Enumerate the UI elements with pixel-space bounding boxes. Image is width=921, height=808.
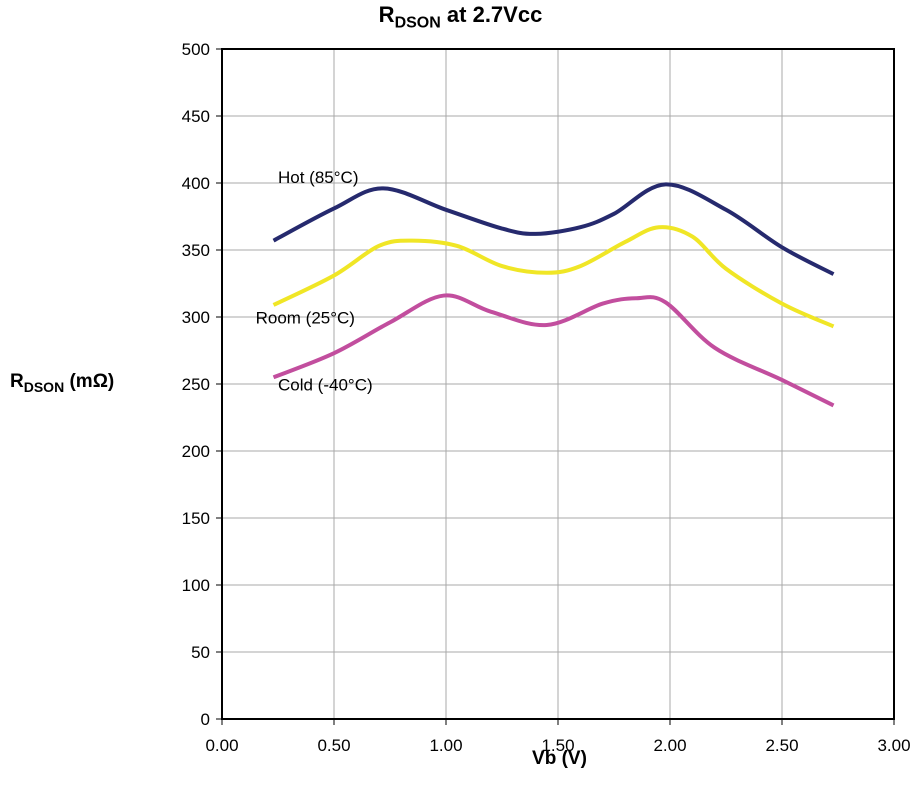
- series-label: Hot (85°C): [278, 168, 358, 187]
- y-tick-label: 250: [182, 375, 210, 394]
- y-tick-label: 300: [182, 308, 210, 327]
- series-line: [272, 182, 835, 276]
- y-axis-label: RDSON (mΩ): [10, 371, 115, 395]
- x-tick-label: 3.00: [877, 736, 910, 755]
- chart-title: RDSON at 2.7Vcc: [378, 2, 543, 32]
- series-label: Cold (-40°C): [278, 376, 373, 395]
- x-tick-label: 2.50: [765, 736, 798, 755]
- x-tick-label: 1.00: [429, 736, 462, 755]
- x-tick-label: 0.50: [317, 736, 350, 755]
- series-line: [272, 293, 835, 408]
- series-labels: Hot (85°C) Room (25°C) Cold (-40°C): [256, 168, 373, 395]
- x-tick-label: 1.50: [541, 736, 574, 755]
- series-label: Room (25°C): [256, 309, 355, 328]
- y-tick-label: 450: [182, 107, 210, 126]
- y-tick-label: 400: [182, 174, 210, 193]
- y-tick-label: 350: [182, 241, 210, 260]
- series-line: [272, 225, 835, 329]
- y-tick-label: 150: [182, 509, 210, 528]
- x-tick-label: 0.00: [205, 736, 238, 755]
- plot-frame: [221, 48, 895, 720]
- x-axis-label: Vb (V): [532, 748, 587, 769]
- y-tick-label: 200: [182, 442, 210, 461]
- x-tick-label: 2.00: [653, 736, 686, 755]
- y-tick-label: 500: [182, 40, 210, 59]
- y-tick-label: 50: [191, 643, 210, 662]
- axes: [216, 48, 895, 725]
- tick-labels: 0.00 0.50 1.00 1.50 2.00 2.50 3.00 0 50 100 150 200…: [182, 40, 911, 755]
- series-layer: [272, 182, 835, 408]
- y-tick-label: 0: [201, 710, 210, 729]
- y-tick-label: 100: [182, 576, 210, 595]
